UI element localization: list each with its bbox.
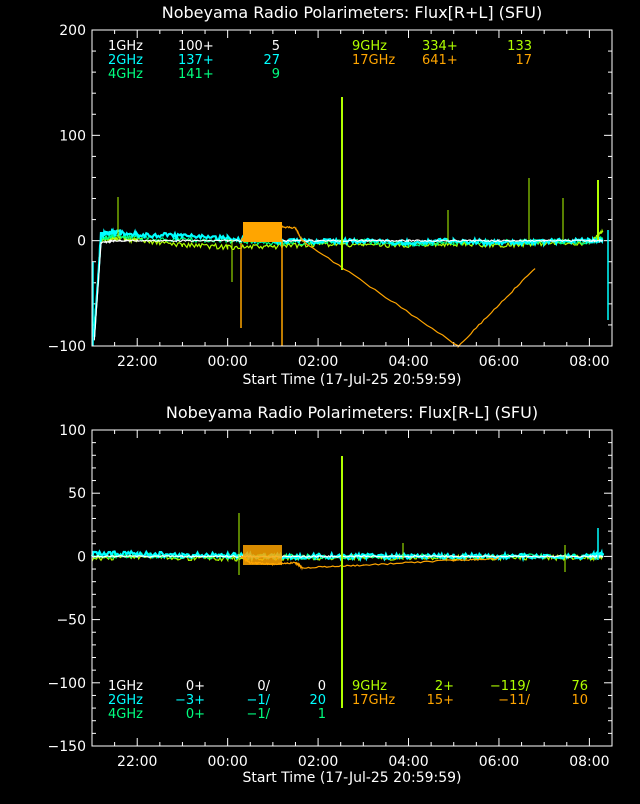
burst-17ghz bbox=[243, 222, 282, 242]
legend-value-b: −1/ bbox=[246, 693, 270, 708]
legend-band-4ghz: 4GHz bbox=[108, 707, 143, 722]
legend-value-a: −3+ bbox=[175, 693, 205, 708]
legend-band-1ghz: 1GHz bbox=[108, 679, 143, 694]
x-tick-label: 22:00 bbox=[117, 354, 157, 370]
legend-value-c: 20 bbox=[309, 693, 326, 708]
legend-value-a: 137+ bbox=[178, 53, 214, 68]
legend-band-2ghz: 2GHz bbox=[108, 693, 143, 708]
series-line-1ghz bbox=[91, 554, 604, 559]
legend-band-9ghz: 9GHz bbox=[352, 39, 387, 54]
legend-band-9ghz: 9GHz bbox=[352, 679, 387, 694]
y-tick-label: −50 bbox=[56, 613, 86, 629]
y-tick-label: −150 bbox=[48, 739, 86, 755]
legend-band-17ghz: 17GHz bbox=[352, 53, 395, 68]
x-tick-label: 22:00 bbox=[117, 754, 157, 770]
y-tick-label: −100 bbox=[48, 676, 86, 692]
legend-value-b: 0/ bbox=[257, 679, 270, 694]
legend-band-2ghz: 2GHz bbox=[108, 53, 143, 68]
series-line-1ghz bbox=[93, 238, 603, 341]
legend-value-b: 27 bbox=[263, 53, 280, 68]
x-axis-label-2: Start Time (17-Jul-25 20:59:59) bbox=[242, 770, 461, 786]
legend-value-a: 2+ bbox=[435, 679, 454, 694]
series-line-2ghz bbox=[90, 548, 605, 563]
legend-value-c: 76 bbox=[571, 679, 588, 694]
plot-frame-2 bbox=[91, 429, 613, 747]
chart-title-1: Nobeyama Radio Polarimeters: Flux[R+L] (… bbox=[162, 3, 542, 22]
x-tick-label: 06:00 bbox=[479, 754, 519, 770]
x-tick-label: 08:00 bbox=[569, 754, 609, 770]
legend-value-a: 0+ bbox=[186, 679, 205, 694]
x-tick-label: 04:00 bbox=[388, 754, 428, 770]
legend-value-b: −11/ bbox=[498, 693, 530, 708]
legend-value-b: −1/ bbox=[246, 707, 270, 722]
x-tick-label: 08:00 bbox=[569, 354, 609, 370]
series-line-2ghz bbox=[93, 227, 604, 337]
plot-frame-1 bbox=[91, 29, 613, 347]
legend-value-b: −119/ bbox=[490, 679, 531, 694]
burst-17ghz bbox=[243, 545, 282, 565]
legend-value-a: 100+ bbox=[178, 39, 214, 54]
legend-value-a: 334+ bbox=[422, 39, 458, 54]
legend-value-c: 10 bbox=[571, 693, 588, 708]
x-tick-label: 02:00 bbox=[298, 354, 338, 370]
legend-value-a: 0+ bbox=[186, 707, 205, 722]
legend-band-4ghz: 4GHz bbox=[108, 67, 143, 82]
legend-value-a: 641+ bbox=[422, 53, 458, 68]
legend-band-17ghz: 17GHz bbox=[352, 693, 395, 708]
y-tick-label: 100 bbox=[59, 423, 86, 439]
x-tick-label: 00:00 bbox=[207, 354, 247, 370]
x-tick-label: 02:00 bbox=[298, 754, 338, 770]
x-axis-label-1: Start Time (17-Jul-25 20:59:59) bbox=[242, 372, 461, 388]
y-tick-label: 0 bbox=[77, 549, 86, 565]
legend-band-1ghz: 1GHz bbox=[108, 39, 143, 54]
y-tick-label: 200 bbox=[59, 23, 86, 39]
y-tick-label: 100 bbox=[59, 128, 86, 144]
legend-value-b: 5 bbox=[272, 39, 280, 54]
legend-value-a: 141+ bbox=[178, 67, 214, 82]
x-tick-label: 04:00 bbox=[388, 354, 428, 370]
y-tick-label: 0 bbox=[77, 234, 86, 250]
legend-value-c: 0 bbox=[318, 679, 326, 694]
x-tick-label: 06:00 bbox=[479, 354, 519, 370]
x-tick-label: 00:00 bbox=[207, 754, 247, 770]
legend-value-b: 9 bbox=[272, 67, 280, 82]
y-tick-label: −100 bbox=[48, 339, 86, 355]
legend-value-a: 15+ bbox=[427, 693, 454, 708]
y-tick-label: 50 bbox=[68, 486, 86, 502]
legend-value-b: 17 bbox=[515, 53, 532, 68]
legend-value-b: 133 bbox=[507, 39, 532, 54]
legend-value-c: 1 bbox=[318, 707, 326, 722]
chart-title-2: Nobeyama Radio Polarimeters: Flux[R-L] (… bbox=[166, 403, 538, 422]
